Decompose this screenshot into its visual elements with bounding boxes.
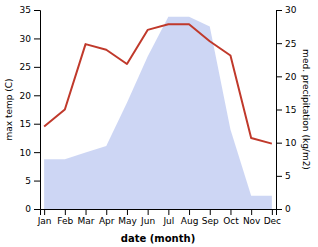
tick: Nov <box>243 209 261 226</box>
tick: Jan <box>37 209 52 226</box>
tick: Mar <box>78 209 95 226</box>
tick: 5 <box>276 171 291 181</box>
tick-mark <box>251 209 252 215</box>
tick-label: 0 <box>25 204 31 214</box>
tick-mark <box>34 10 40 11</box>
tick: Apr <box>99 209 115 226</box>
tick-label: 10 <box>285 138 297 148</box>
tick-mark <box>148 209 149 215</box>
tick: 0 <box>276 204 291 214</box>
tick-mark <box>272 209 273 215</box>
precipitation-area <box>44 17 272 209</box>
tick-mark <box>276 209 282 210</box>
tick-mark <box>34 181 40 182</box>
y2-axis: 0 5 10 15 20 25 30 <box>276 5 297 214</box>
tick-label: Sep <box>202 216 219 226</box>
tick-mark <box>106 209 107 215</box>
tick-label: 30 <box>285 5 297 15</box>
tick-mark <box>230 209 231 215</box>
tick: May <box>118 209 137 226</box>
tick-label: Jun <box>140 216 155 226</box>
tick: Jul <box>162 209 174 226</box>
tick: 30 <box>276 5 297 15</box>
tick-mark <box>276 10 282 11</box>
temperature-line <box>44 24 272 143</box>
tick-label: Feb <box>57 216 73 226</box>
tick: Jun <box>140 209 155 226</box>
tick: 15 <box>20 119 40 129</box>
tick-mark <box>276 110 282 111</box>
axis-line <box>277 11 283 210</box>
plot-area <box>44 17 272 209</box>
tick-label: 5 <box>25 176 31 186</box>
tick-label: 0 <box>285 204 291 214</box>
tick-label: 30 <box>20 34 32 44</box>
tick-mark <box>34 152 40 153</box>
tick-label: Jan <box>37 216 52 226</box>
tick-label: Mar <box>78 216 95 226</box>
tick: Dec <box>264 209 281 226</box>
tick-mark <box>44 209 45 215</box>
tick-label: 5 <box>285 171 291 181</box>
tick-label: 20 <box>285 72 297 82</box>
tick-mark <box>34 67 40 68</box>
tick: 25 <box>276 39 296 49</box>
tick: 35 <box>20 5 40 15</box>
tick-mark <box>276 143 282 144</box>
tick-mark <box>276 176 282 177</box>
tick: Sep <box>202 209 219 226</box>
tick-label: 25 <box>285 39 296 49</box>
x-axis: Jan Feb Mar AprMayJun Jul AugSep Oct NovDec <box>37 209 281 226</box>
tick: Feb <box>57 209 73 226</box>
tick-label: Aug <box>181 216 199 226</box>
tick-mark <box>34 38 40 39</box>
tick: Oct <box>223 209 239 226</box>
tick-mark <box>86 209 87 215</box>
tick-mark <box>34 95 40 96</box>
tick: Aug <box>181 209 199 226</box>
tick-mark <box>210 209 211 215</box>
tick-label: 10 <box>20 148 32 158</box>
axis-line <box>41 210 277 216</box>
tick-label: 20 <box>20 91 32 101</box>
tick: 20 <box>20 91 40 101</box>
tick-label: Dec <box>264 216 281 226</box>
tick-label: Jul <box>162 216 174 226</box>
chart: Jan Feb Mar AprMayJun Jul AugSep Oct NovDec 0 5 10… <box>0 0 318 247</box>
tick: 25 <box>20 62 40 72</box>
tick-mark <box>34 124 40 125</box>
tick: 20 <box>276 72 297 82</box>
tick-mark <box>34 209 40 210</box>
tick-mark <box>189 209 190 215</box>
tick-mark <box>65 209 66 215</box>
y-axis-title: max temp (C) <box>4 78 14 140</box>
tick: 10 <box>20 148 40 158</box>
tick-label: Apr <box>99 216 115 226</box>
tick: 10 <box>276 138 297 148</box>
tick: 30 <box>20 34 40 44</box>
axis-line <box>34 11 41 210</box>
tick-label: 25 <box>20 62 31 72</box>
tick-label: May <box>118 216 137 226</box>
tick-label: 15 <box>20 119 31 129</box>
tick: 15 <box>276 105 296 115</box>
tick-mark <box>276 43 282 44</box>
tick-mark <box>127 209 128 215</box>
tick: 0 <box>25 204 40 214</box>
tick-label: 15 <box>285 105 296 115</box>
tick-label: Nov <box>243 216 261 226</box>
x-axis-title: date (month) <box>121 233 195 244</box>
y-axis: 0 5 10 15 20 25 30 35 <box>20 5 41 214</box>
tick-mark <box>276 76 282 77</box>
tick-mark <box>168 209 169 215</box>
tick: 5 <box>25 176 40 186</box>
y2-axis-title: med. precipitation (kg/m2) <box>301 49 311 170</box>
tick-label: 35 <box>20 5 31 15</box>
tick-label: Oct <box>223 216 239 226</box>
